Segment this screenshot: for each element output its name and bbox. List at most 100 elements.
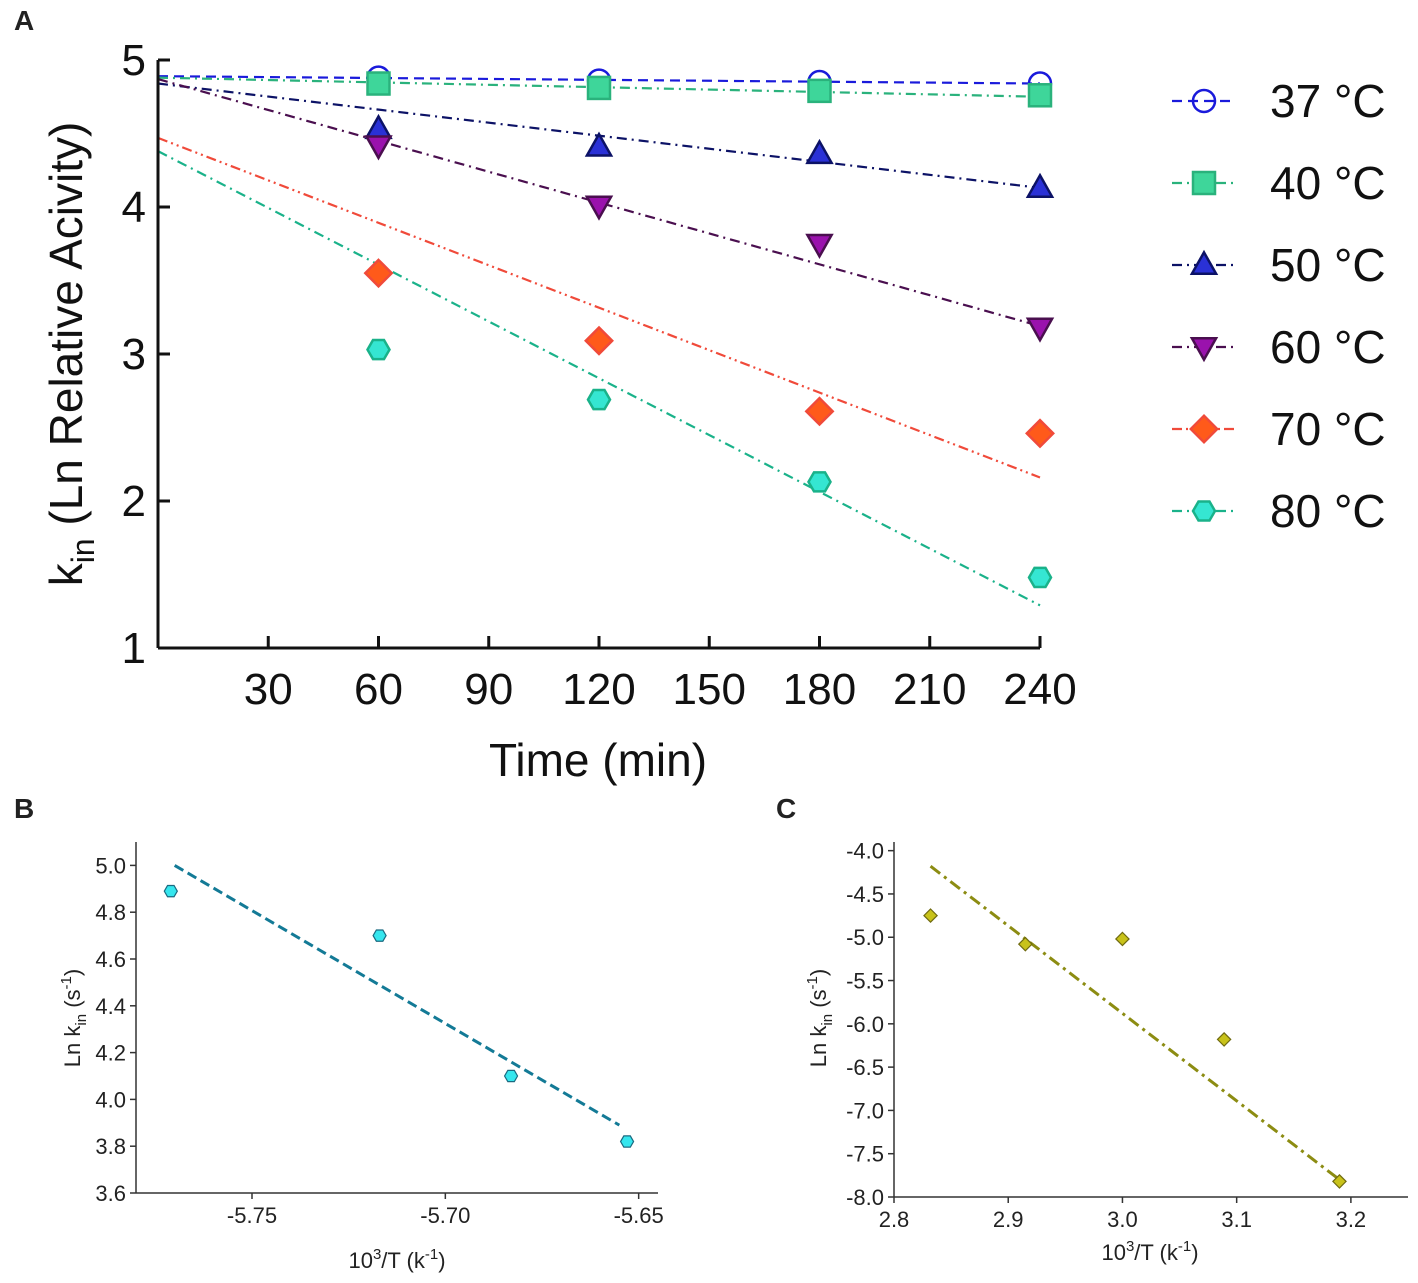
data-point	[364, 135, 393, 161]
legend-marker	[1189, 249, 1219, 276]
chart-c-y-label: Ln kin (s-1)	[804, 969, 836, 1067]
data-point	[1216, 1031, 1232, 1047]
data-point	[1027, 566, 1053, 589]
y-tick-label: -4.5	[846, 882, 884, 907]
chart-c-x-label: 103/T (k-1)	[1101, 1238, 1198, 1265]
y-tick-label: 4.0	[95, 1087, 126, 1112]
chart-b-x-label-sup2: -1	[425, 1246, 438, 1263]
chart-a-y-tick-label: 5	[122, 36, 146, 85]
chart-b-y-label-sup: -1	[58, 976, 75, 989]
legend-label: 40 °C	[1270, 157, 1386, 209]
data-point	[586, 388, 612, 411]
chart-c-y-label-sub: in	[819, 1014, 836, 1026]
y-tick-label: 4.6	[95, 947, 126, 972]
chart-a-points	[363, 65, 1055, 589]
y-tick-label: -6.5	[846, 1055, 884, 1080]
chart-a-y-label: kin (Ln Relative Acivity)	[40, 122, 101, 587]
fit-line-70 °C	[157, 136, 1041, 479]
data-point	[807, 471, 832, 493]
chart-c-x-label-end: )	[1191, 1240, 1198, 1265]
chart-a-x-tick-label: 120	[562, 665, 635, 714]
y-tick-label: 3.8	[95, 1134, 126, 1159]
legend-marker	[1191, 500, 1217, 522]
chart-a-ticks: 30 60 90 120 150 180 210 240 1 2 3 4 5	[122, 36, 1077, 714]
chart-a-x-tick-label: 150	[673, 665, 746, 714]
data-point	[1025, 317, 1055, 343]
y-tick-label: -8.0	[846, 1185, 884, 1210]
chart-a-y-tick-label: 4	[122, 183, 146, 232]
chart-b-y-label: Ln kin (s-1)	[58, 969, 90, 1067]
chart-a-x-tick-label: 90	[464, 665, 513, 714]
legend-marker	[1191, 88, 1217, 114]
data-point	[1114, 931, 1130, 947]
chart-b-y-label-pre: Ln k	[60, 1025, 85, 1068]
data-point	[805, 233, 834, 259]
chart-c: 2.8 2.9 3.0 3.1 3.2 -8.0 -7.5 -7.0 -6.5 -6.0 -5.5 -…	[804, 839, 1408, 1265]
legend-label: 50 °C	[1270, 239, 1386, 291]
panel-letter-a: A	[14, 5, 34, 36]
chart-c-x-label-sup2: -1	[1178, 1238, 1191, 1255]
data-point	[619, 1135, 635, 1148]
data-point	[923, 908, 938, 924]
chart-c-x-label-sup: 3	[1126, 1238, 1134, 1255]
chart-c-x-label-post: /T (k	[1134, 1240, 1179, 1265]
chart-b-points	[163, 884, 635, 1148]
panel-letter-b: B	[14, 793, 34, 824]
chart-a-x-tick-label: 60	[354, 665, 403, 714]
data-point	[805, 138, 834, 165]
legend-marker	[1189, 414, 1219, 444]
chart-a-x-tick-label: 180	[783, 665, 856, 714]
data-point	[163, 884, 178, 898]
chart-b-y-label-mid: (s	[60, 989, 85, 1013]
chart-b-x-label-sup: 3	[373, 1246, 381, 1263]
data-point	[364, 113, 393, 140]
data-point	[804, 396, 835, 427]
y-tick-label: -6.0	[846, 1012, 884, 1037]
chart-b: -5.75 -5.70 -5.653.63.84.04.24.44.64.85.0 …	[58, 842, 664, 1273]
chart-c-y-label-end: )	[806, 969, 831, 976]
y-tick-label: -4.0	[846, 839, 884, 864]
data-point	[584, 325, 614, 356]
data-point	[363, 258, 394, 289]
chart-a-y-tick-label: 3	[122, 330, 146, 379]
chart-a-y-tick-label: 1	[122, 624, 146, 673]
x-tick-label: -5.65	[614, 1203, 664, 1228]
chart-c-fit-line	[929, 865, 1341, 1181]
chart-a-x-tick-label: 210	[893, 665, 966, 714]
fit-line-60 °C	[157, 78, 1041, 328]
y-tick-label: -7.0	[846, 1098, 884, 1123]
y-tick-label: 3.6	[95, 1181, 126, 1206]
fit-line	[929, 865, 1341, 1181]
chart-a-legend: 37 °C 40 °C 50 °C 60 °C 70 °C 80 °C	[1172, 75, 1386, 537]
data-point	[366, 71, 391, 96]
x-tick-label: 2.9	[993, 1207, 1024, 1232]
data-point	[586, 75, 612, 101]
y-tick-label: 4.4	[95, 994, 126, 1019]
x-tick-label: -5.70	[420, 1203, 470, 1228]
data-point	[372, 929, 387, 942]
chart-a-y-label-sub: in	[65, 538, 101, 563]
chart-c-ticks: 2.8 2.9 3.0 3.1 3.2 -8.0 -7.5 -7.0 -6.5 -6.0 -5.5 -…	[846, 839, 1366, 1232]
data-point	[1017, 936, 1033, 952]
chart-b-x-label-post: /T (k	[381, 1248, 426, 1273]
legend-label: 60 °C	[1270, 321, 1386, 373]
chart-b-x-label: 103/T (k-1)	[348, 1246, 445, 1273]
y-tick-label: -5.5	[846, 969, 884, 994]
chart-b-fit-line	[173, 864, 621, 1127]
data-point	[1025, 418, 1055, 449]
x-tick-label: 3.2	[1336, 1207, 1367, 1232]
legend-label: 37 °C	[1270, 75, 1386, 127]
y-tick-label: 4.8	[95, 900, 126, 925]
chart-b-x-label-pre: 10	[348, 1248, 372, 1273]
data-point	[807, 78, 832, 104]
y-tick-label: 5.0	[95, 853, 126, 878]
chart-c-y-label-mid: (s	[806, 989, 831, 1013]
data-point	[1332, 1173, 1347, 1189]
chart-b-y-label-end: )	[60, 969, 85, 976]
data-point	[584, 131, 614, 157]
data-point	[366, 338, 391, 361]
x-tick-label: -5.75	[227, 1203, 277, 1228]
chart-a: 30 60 90 120 150 180 210 240 1 2 3 4 5 Time (min) ki…	[40, 36, 1386, 786]
x-tick-label: 3.1	[1221, 1207, 1252, 1232]
chart-a-x-tick-label: 240	[1003, 665, 1076, 714]
